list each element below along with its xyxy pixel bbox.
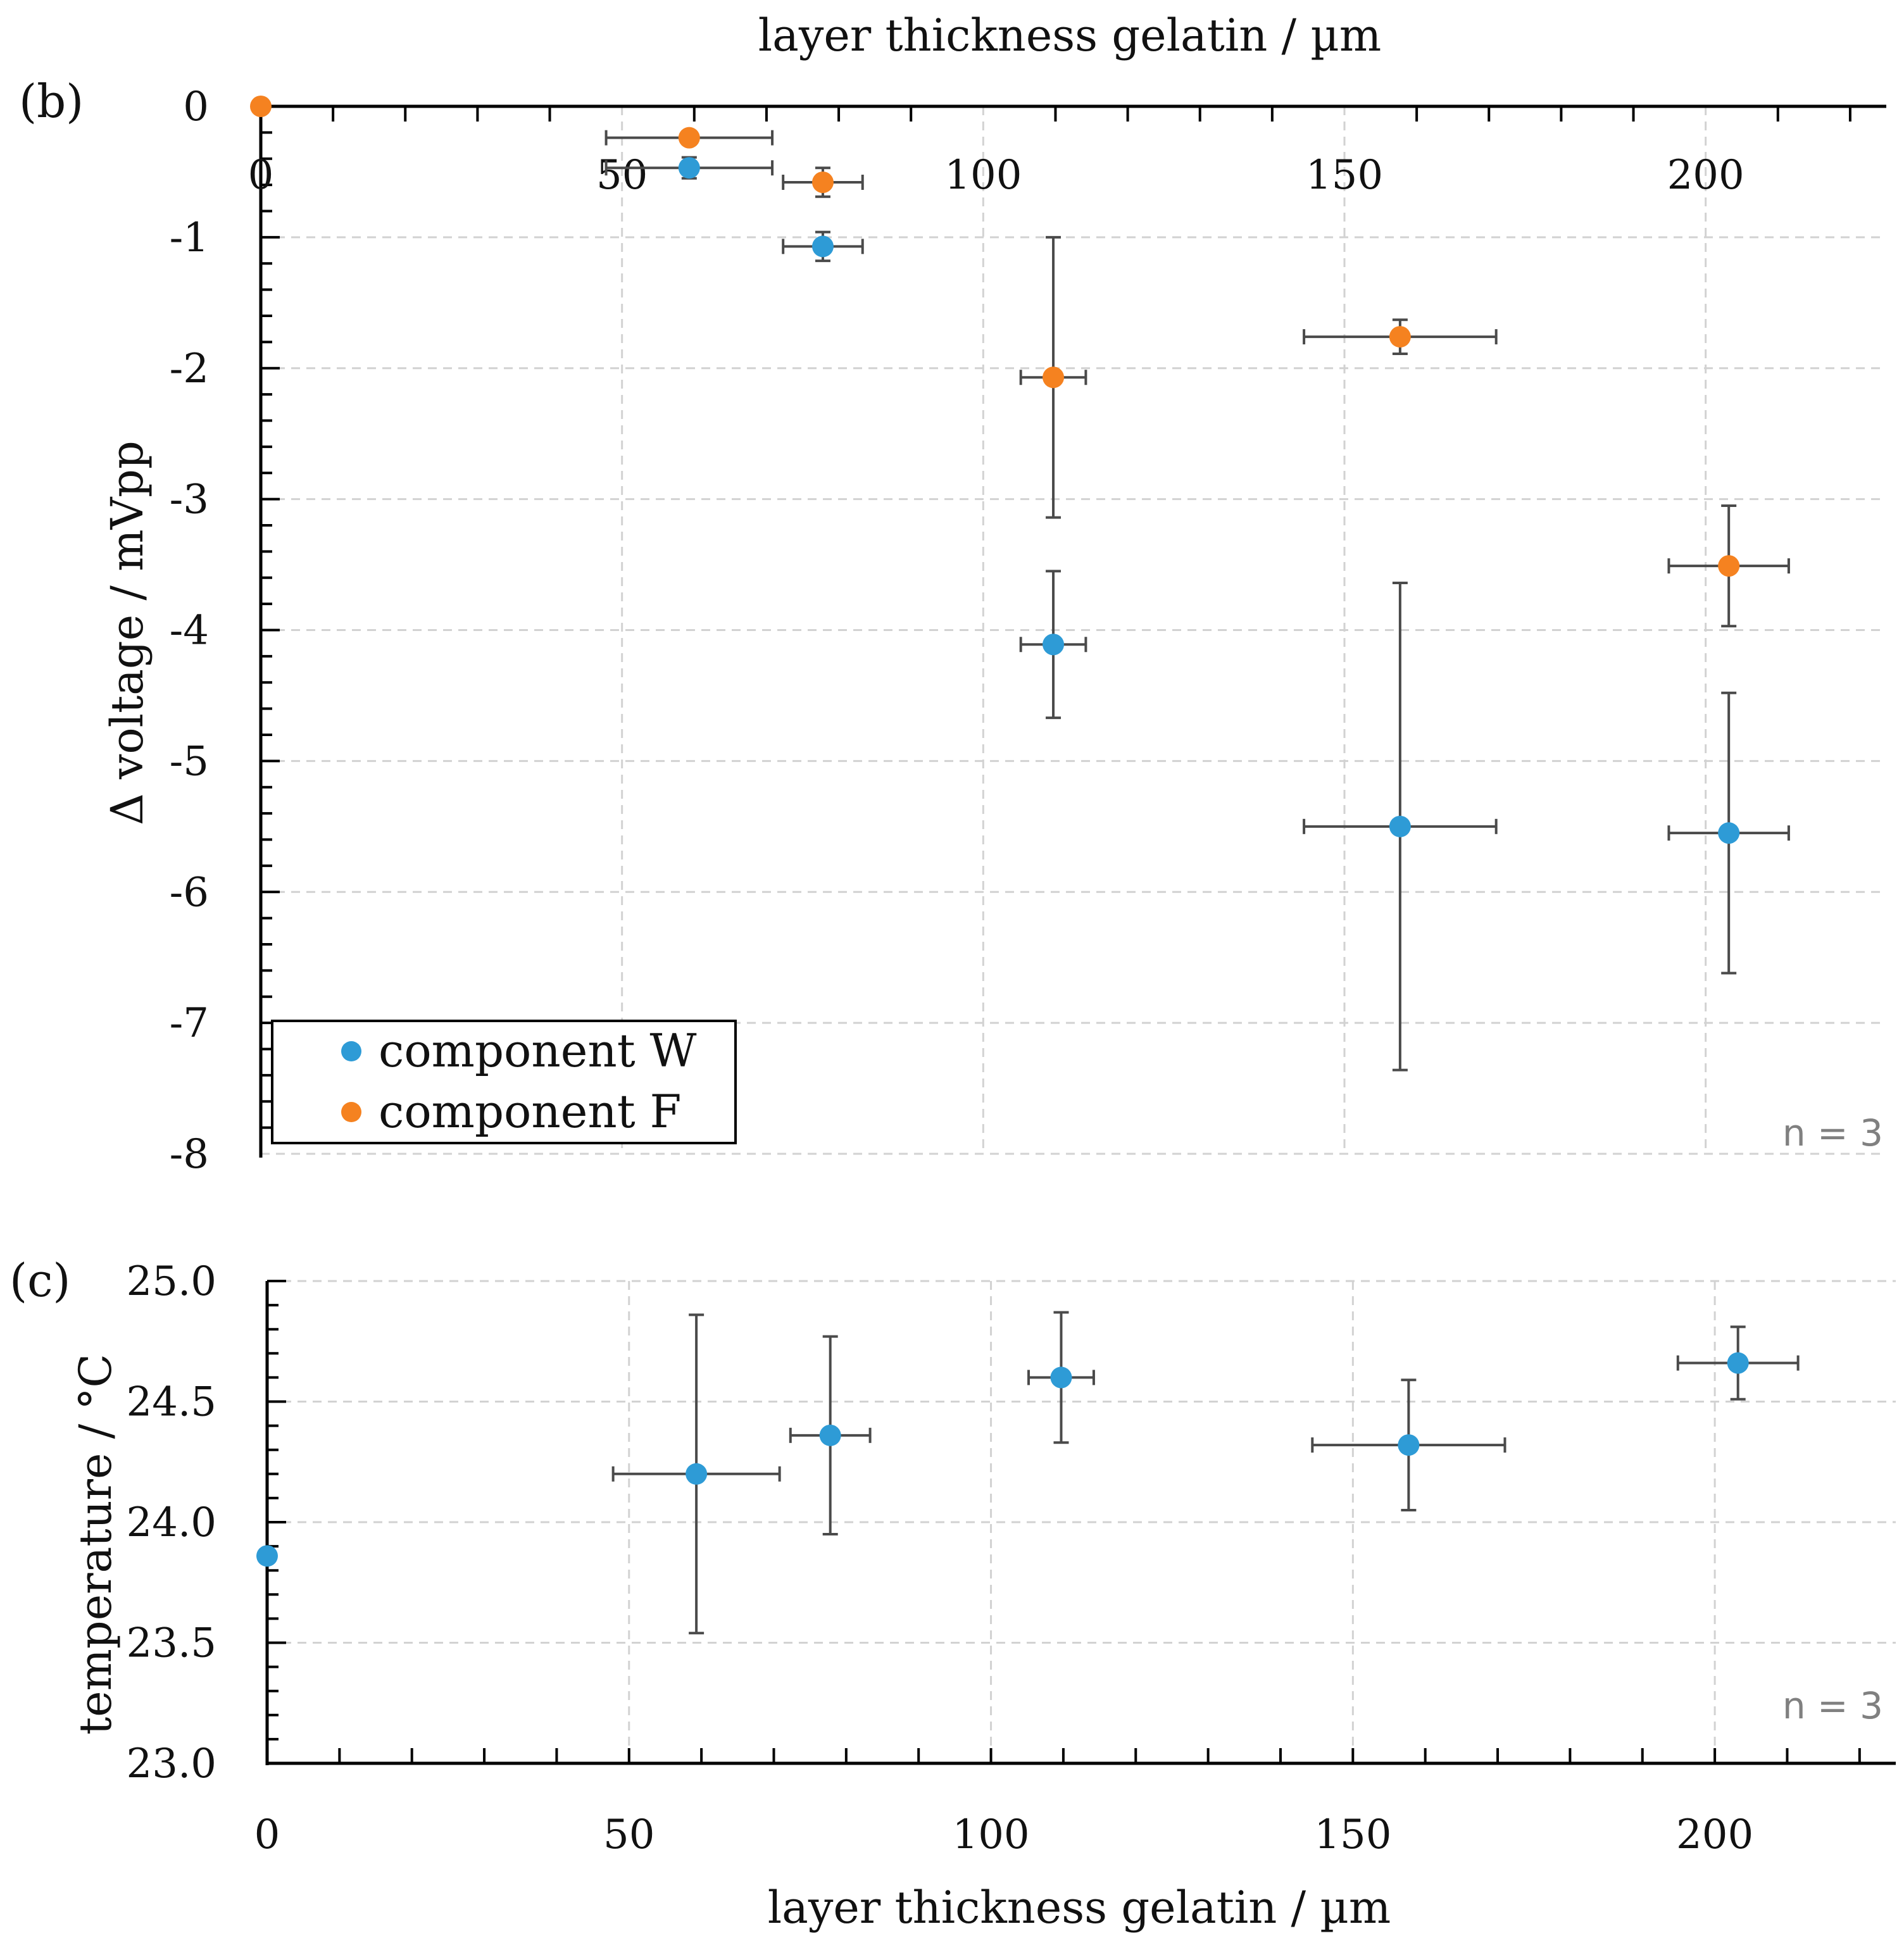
x-tick-label-b: 0 [248, 152, 274, 199]
data-point-component-w [1043, 634, 1065, 656]
y-axis-title-b: Δ voltage / mVpp [101, 441, 153, 825]
legend-label-component-f: component F [379, 1085, 682, 1138]
x-axis-title-b: layer thickness gelatin / µm [758, 9, 1382, 61]
x-tick-label-c: 0 [254, 1811, 280, 1858]
y-tick-label-c: 23.5 [127, 1620, 217, 1667]
x-tick-labels-c: 0 50 100 150 200 [254, 1811, 1754, 1858]
data-point-component-f [811, 171, 834, 193]
data-point-temperature [1398, 1434, 1420, 1456]
sample-size-annotation-b: n = 3 [1782, 1111, 1883, 1154]
legend-marker-component-f [341, 1102, 361, 1122]
y-tick-label-b: -3 [170, 477, 209, 523]
data-point-temperature [686, 1463, 708, 1485]
panel-label-c: (c) [9, 1254, 71, 1307]
x-axis-title-c: layer thickness gelatin / µm [768, 1882, 1391, 1934]
data-point-temperature [1050, 1366, 1072, 1389]
y-tick-label-b: -7 [170, 1000, 209, 1047]
y-tick-labels-b: 0 -1 -2 -3 -4 -5 -6 -7 -8 [170, 84, 209, 1178]
data-point-component-f [1043, 366, 1065, 389]
x-tick-label-b: 150 [1306, 152, 1383, 199]
y-tick-label-c: 25.0 [127, 1258, 217, 1305]
chart-panel-c: (c) temperature / °C layer thickness gel… [9, 1254, 1896, 1934]
axes-c [265, 1280, 1896, 1765]
panel-label-b: (b) [19, 75, 84, 128]
legend-label-component-w: component W [379, 1024, 697, 1077]
data-marks-c [256, 1311, 1800, 1635]
x-tick-label-b: 100 [944, 152, 1022, 199]
axes-b [259, 104, 1886, 1158]
data-point-component-w [678, 157, 700, 179]
y-tick-label-b: -4 [170, 608, 209, 654]
legend-box [271, 1020, 737, 1144]
sample-size-annotation-c: n = 3 [1782, 1684, 1883, 1727]
y-tick-label-b: -1 [170, 215, 209, 261]
grid-c [267, 1280, 1896, 1763]
chart-panel-b: (b) layer thickness gelatin / µm Δ volta… [19, 9, 1886, 1178]
data-point-temperature [256, 1545, 278, 1567]
x-tick-label-b: 200 [1667, 152, 1744, 199]
y-tick-label-b: -5 [170, 738, 209, 785]
y-tick-label-c: 23.0 [127, 1741, 217, 1787]
y-tick-label-b: 0 [183, 84, 209, 130]
x-tick-label-b: 50 [596, 152, 648, 199]
y-tick-label-b: -8 [170, 1131, 209, 1178]
data-point-component-f [1389, 326, 1411, 348]
y-tick-label-c: 24.0 [127, 1499, 217, 1546]
data-marks-b [250, 96, 1790, 1072]
y-tick-label-b: -2 [170, 346, 209, 392]
grid-b [261, 106, 1886, 1155]
data-point-component-w [811, 235, 834, 258]
y-tick-labels-c: 25.0 24.5 24.0 23.5 23.0 [127, 1258, 217, 1787]
data-point-component-w [1389, 815, 1411, 837]
data-point-component-w [1718, 822, 1740, 844]
data-point-temperature [819, 1424, 841, 1446]
y-tick-label-b: -6 [170, 869, 209, 916]
x-tick-label-c: 200 [1676, 1811, 1753, 1858]
legend: component W component F [271, 1020, 737, 1144]
data-point-component-f [250, 96, 272, 117]
y-axis-title-c: temperature / °C [70, 1354, 122, 1735]
y-tick-label-c: 24.5 [127, 1379, 217, 1426]
data-point-component-f [1718, 555, 1740, 577]
data-point-temperature [1727, 1352, 1749, 1374]
legend-marker-component-w [341, 1041, 361, 1061]
x-tick-label-c: 50 [603, 1811, 654, 1858]
data-point-component-f [678, 127, 700, 149]
x-tick-label-c: 100 [952, 1811, 1029, 1858]
x-tick-label-c: 150 [1314, 1811, 1391, 1858]
x-tick-labels-b: 0 50 100 150 200 [248, 152, 1744, 199]
